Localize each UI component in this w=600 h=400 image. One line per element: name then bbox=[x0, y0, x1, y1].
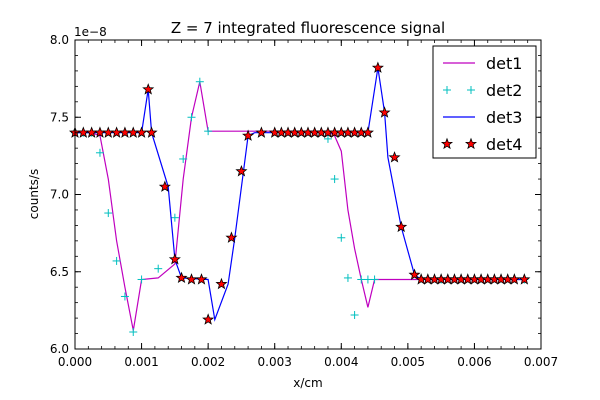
legend-marker-det4 bbox=[440, 137, 454, 150]
legend-box bbox=[432, 45, 537, 159]
series-det4-point bbox=[242, 129, 255, 141]
x-tick-label: 0.003 bbox=[258, 355, 292, 369]
legend-entry-det3: det3 bbox=[443, 108, 522, 127]
x-tick-label: 0.004 bbox=[324, 355, 358, 369]
legend-marker-det4 bbox=[464, 137, 478, 150]
series-det2-point bbox=[120, 292, 129, 301]
series-det2-point bbox=[204, 127, 213, 136]
series-det2-point bbox=[112, 256, 121, 265]
series-line-det3 bbox=[75, 67, 525, 322]
legend-entry-det2: det2 bbox=[443, 81, 522, 100]
series-det2-point bbox=[187, 113, 196, 122]
series-det4-point bbox=[102, 126, 115, 138]
series-det2-point bbox=[330, 175, 339, 184]
legend-entry-det4: det4 bbox=[440, 135, 522, 154]
x-tick-label: 0.002 bbox=[191, 355, 225, 369]
series-det4-point bbox=[378, 106, 391, 118]
series-det4-point bbox=[110, 126, 123, 138]
series-det2-point bbox=[170, 213, 179, 222]
y-tick-label: 8.0 bbox=[50, 33, 69, 47]
series-det4-point bbox=[135, 126, 148, 138]
y-tick-label: 6.0 bbox=[50, 342, 69, 356]
series-det4-point bbox=[127, 126, 140, 138]
series-det2-point bbox=[323, 134, 332, 143]
series-det4-point bbox=[371, 61, 384, 73]
series-det4-point bbox=[408, 268, 421, 280]
x-axis-label: x/cm bbox=[293, 376, 322, 390]
series-det4-point bbox=[185, 273, 198, 285]
series-det4-point bbox=[361, 126, 374, 138]
series-det4-point bbox=[395, 220, 408, 233]
legend-marker-det2 bbox=[467, 86, 475, 94]
series-det4-point bbox=[235, 164, 248, 177]
series-det4-point bbox=[202, 313, 215, 325]
series-det4-point bbox=[215, 277, 228, 290]
series-det4-point bbox=[168, 253, 181, 265]
series-det2-point bbox=[95, 148, 104, 157]
legend-label-det2: det2 bbox=[486, 81, 522, 100]
legend-marker-det2 bbox=[443, 86, 451, 94]
series-det4-point bbox=[518, 273, 531, 285]
x-tick-label: 0.000 bbox=[58, 355, 92, 369]
series-det4-point bbox=[142, 83, 155, 95]
series-det4-point bbox=[225, 231, 238, 243]
legend-label-det3: det3 bbox=[486, 108, 522, 127]
chart-title: Z = 7 integrated fluorescence signal bbox=[171, 19, 445, 37]
series-det2-point bbox=[154, 264, 163, 273]
series-det2-point bbox=[350, 311, 359, 320]
y-tick-label: 6.5 bbox=[50, 265, 69, 279]
series-det4-point bbox=[145, 126, 158, 138]
series-det2-point bbox=[179, 154, 188, 163]
series-det4-point bbox=[195, 273, 208, 285]
series-det4-point bbox=[255, 126, 268, 138]
series-det2-point bbox=[343, 273, 352, 282]
series-det4-point bbox=[118, 126, 131, 138]
x-tick-label: 0.007 bbox=[524, 355, 558, 369]
series-det2-point bbox=[137, 275, 146, 284]
series-det2-point bbox=[337, 233, 346, 242]
legend-entry-det1: det1 bbox=[443, 54, 522, 73]
x-tick-label: 0.001 bbox=[124, 355, 158, 369]
series-det4-point bbox=[388, 151, 401, 163]
legend-label-det1: det1 bbox=[486, 54, 522, 73]
y-axis-label: counts/s bbox=[27, 169, 41, 219]
series-det4-point bbox=[158, 180, 171, 192]
series-det4-point bbox=[508, 273, 521, 285]
y-tick-label: 7.5 bbox=[50, 110, 69, 124]
series-det2-point bbox=[370, 275, 379, 284]
legend-label-det4: det4 bbox=[486, 135, 522, 154]
series-det2-point bbox=[129, 328, 138, 337]
series-det4-point bbox=[175, 271, 188, 284]
y-tick-label: 7.0 bbox=[50, 188, 69, 202]
y-multiplier-label: 1e−8 bbox=[74, 25, 107, 39]
x-tick-label: 0.006 bbox=[457, 355, 491, 369]
x-tick-label: 0.005 bbox=[391, 355, 425, 369]
series-det2-point bbox=[104, 209, 113, 218]
series-det2-point bbox=[195, 77, 204, 86]
